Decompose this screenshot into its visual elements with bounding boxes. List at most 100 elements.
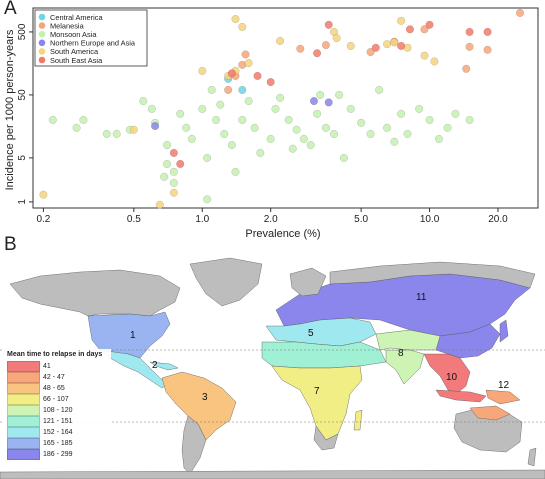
data-point	[383, 40, 392, 49]
region-north-africa	[261, 341, 387, 369]
x-tick-label: 0.5	[127, 214, 141, 225]
legend-row: 48 - 65	[4, 383, 111, 394]
data-point	[244, 59, 253, 68]
data-point	[425, 115, 434, 124]
data-point	[434, 134, 443, 143]
legend-row: 108 - 120	[4, 405, 111, 416]
legend-row: 66 - 107	[4, 394, 111, 405]
data-point	[176, 109, 185, 118]
landmass-arctic-russia	[329, 261, 536, 289]
region-label-5: 5	[308, 328, 314, 339]
data-point	[169, 167, 178, 176]
data-point	[420, 25, 429, 34]
legend-range-label: 108 - 120	[43, 407, 73, 414]
x-tick-label: 10.0	[420, 214, 440, 225]
data-point	[276, 36, 285, 45]
data-point	[397, 109, 406, 118]
data-point	[299, 134, 308, 143]
data-point	[451, 109, 460, 118]
data-point	[266, 78, 275, 87]
legend-swatch	[7, 405, 40, 416]
data-point	[39, 190, 48, 199]
data-point	[253, 71, 262, 80]
y-tick-label: 5	[17, 155, 28, 161]
data-point	[198, 66, 207, 75]
legend-swatch	[7, 427, 40, 438]
data-point	[169, 188, 178, 197]
legend-label: Melanesia	[50, 21, 85, 30]
legend-swatch	[7, 416, 40, 427]
legend-row: 186 - 299	[4, 449, 111, 460]
data-point	[339, 153, 348, 162]
x-axis-label: Prevalence (%)	[245, 228, 320, 240]
legend-swatch	[7, 361, 40, 372]
data-point	[198, 104, 207, 113]
data-point	[371, 43, 380, 52]
data-point	[332, 34, 341, 43]
y-tick-label: 500	[17, 23, 28, 40]
y-axis-label: Incidence per 1000 person-years	[4, 29, 16, 190]
data-point	[203, 153, 212, 162]
x-tick-label: 5.0	[354, 214, 368, 225]
legend-label: Monsoon Asia	[50, 30, 97, 39]
legend-swatch	[7, 383, 40, 394]
data-point	[216, 100, 225, 109]
data-points	[39, 8, 525, 209]
data-point	[309, 97, 318, 106]
region-12-melanesia	[485, 389, 521, 405]
data-point	[366, 48, 375, 57]
region-3-south-america	[161, 371, 237, 441]
data-point	[163, 141, 172, 150]
data-point	[313, 109, 322, 118]
legend-marker	[38, 48, 46, 55]
data-point	[231, 167, 240, 176]
data-point	[516, 8, 525, 17]
region-label-11: 11	[416, 292, 427, 303]
landmass-greenland	[189, 257, 263, 307]
x-axis: 0.2 0.5 1.0 2.0 5.0 10.0 20.0	[36, 208, 508, 225]
legend-label: South America	[50, 47, 99, 56]
region-label-3: 3	[202, 392, 208, 403]
data-point	[397, 16, 406, 25]
data-point	[375, 85, 384, 94]
legend-range-label: 121 - 151	[43, 418, 73, 425]
legend-label: Northern Europe and Asia	[50, 39, 136, 48]
data-point	[244, 97, 253, 106]
region-7-sub-saharan-africa	[271, 365, 363, 441]
legend-range-label: 66 - 107	[43, 396, 69, 403]
x-tick-label: 0.2	[36, 214, 50, 225]
data-point	[129, 125, 138, 134]
data-point	[276, 93, 285, 102]
data-point	[346, 104, 355, 113]
region-label-7: 7	[314, 386, 320, 397]
data-point	[430, 57, 439, 66]
data-point	[227, 69, 236, 78]
data-point	[462, 64, 471, 73]
data-point	[296, 44, 305, 53]
legend-swatch	[7, 438, 40, 449]
data-point	[266, 134, 275, 143]
plot-frame	[32, 7, 539, 209]
data-point	[324, 20, 333, 29]
data-point	[420, 51, 429, 60]
landmass-antarctica	[0, 469, 545, 479]
legend-marker	[38, 30, 46, 38]
legend-marker	[38, 39, 46, 47]
region-10-south-east-asia	[423, 353, 471, 395]
data-point	[390, 38, 399, 47]
data-point	[316, 90, 325, 99]
landmass-japan	[499, 319, 509, 343]
data-point	[227, 141, 236, 150]
data-point	[256, 148, 265, 157]
legend-range-label: 48 - 65	[43, 385, 65, 392]
legend-swatch	[7, 449, 40, 460]
data-point	[292, 125, 301, 134]
legend-range-label: 186 - 299	[43, 451, 73, 458]
legend-range-label: 165 - 185	[43, 440, 73, 447]
data-point	[182, 123, 191, 132]
landmass-scandinavia	[289, 267, 327, 297]
data-point	[48, 115, 57, 124]
legend-range-label: 152 - 164	[43, 429, 73, 436]
region-east-asia	[435, 323, 501, 359]
data-point	[403, 129, 412, 138]
